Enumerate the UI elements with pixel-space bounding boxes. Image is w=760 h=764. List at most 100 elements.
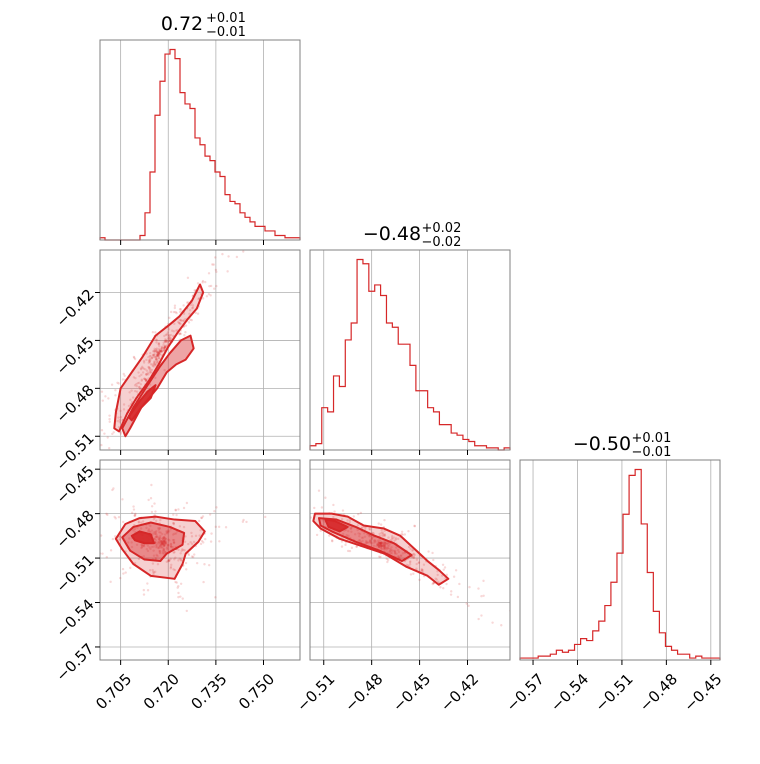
scatter-point [167, 544, 170, 547]
scatter-point [163, 544, 166, 547]
contour-level-1 [312, 512, 450, 586]
scatter-point [477, 587, 480, 590]
scatter-point [407, 529, 410, 533]
scatter-point [184, 331, 187, 334]
scatter-point [154, 331, 157, 334]
scatter-point [156, 541, 160, 544]
scatter-point [289, 515, 291, 517]
scatter-point [382, 543, 385, 546]
x-tick-label: 0.705 [92, 670, 135, 713]
scatter-point [91, 540, 93, 542]
scatter-point [161, 537, 164, 540]
scatter-point [152, 354, 155, 357]
scatter-point [345, 533, 348, 537]
y-tick-label: −0.45 [52, 333, 97, 378]
scatter-point [442, 587, 445, 590]
scatter-point [214, 525, 218, 529]
contour-level-3 [324, 518, 349, 533]
scatter-point [122, 572, 125, 575]
scatter-point [177, 320, 180, 324]
scatter-point [101, 552, 104, 555]
scatter-point [396, 548, 400, 552]
scatter-point [157, 542, 160, 545]
scatter-point [179, 310, 182, 314]
scatter-point [166, 339, 169, 343]
scatter-point [153, 363, 156, 366]
scatter-point [436, 573, 439, 577]
scatter-point [205, 295, 209, 298]
scatter-point [155, 546, 158, 549]
scatter-point [147, 498, 150, 502]
scatter-point [178, 333, 181, 336]
scatter-point [188, 308, 192, 312]
scatter-point [161, 550, 164, 553]
scatter-point [159, 546, 163, 549]
scatter-point [191, 306, 195, 309]
scatter-point [127, 404, 131, 408]
scatter-point [137, 385, 141, 389]
scatter-point [378, 541, 381, 545]
scatter-point [200, 516, 203, 519]
scatter-point [361, 539, 364, 543]
scatter-point [412, 572, 415, 575]
scatter-point [152, 570, 155, 573]
scatter-point [372, 544, 376, 548]
scatter-point [157, 347, 161, 351]
scatter-point [154, 349, 157, 353]
scatter-point [152, 549, 155, 552]
scatter-point [119, 409, 122, 413]
scatter-point [161, 538, 165, 541]
scatter-point [160, 541, 163, 544]
scatter-point [374, 539, 377, 543]
scatter-point [184, 317, 187, 321]
scatter-point [132, 505, 135, 508]
scatter-point [378, 544, 382, 547]
scatter-point [359, 511, 363, 515]
scatter-point [159, 518, 162, 522]
title-lower-error: −0.02 [422, 235, 462, 250]
scatter-point [149, 351, 152, 355]
scatter-point [363, 535, 367, 538]
contour-level-2 [121, 334, 195, 438]
scatter-point [178, 525, 182, 528]
scatter-point [209, 294, 212, 297]
scatter-point [164, 333, 168, 337]
scatter-point [112, 487, 115, 490]
scatter-point [384, 547, 387, 550]
scatter-point [164, 540, 167, 544]
scatter-point [388, 550, 392, 553]
scatter-point [158, 345, 161, 348]
scatter-point [152, 545, 155, 548]
scatter-point [182, 319, 185, 322]
scatter-point [355, 545, 358, 548]
scatter-point [189, 318, 192, 321]
scatter-point [382, 543, 385, 546]
scatter-point [422, 563, 426, 566]
scatter-point [340, 517, 344, 521]
scatter-point [140, 546, 144, 549]
scatter-point [280, 494, 282, 496]
scatter-point [165, 547, 168, 550]
scatter-point [291, 503, 293, 505]
scatter-point [163, 536, 166, 540]
scatter-point [128, 537, 131, 540]
scatter-point [149, 368, 152, 372]
scatter-point [149, 354, 152, 358]
scatter-point [386, 546, 389, 550]
scatter-point [209, 540, 213, 543]
scatter-point [154, 510, 157, 513]
scatter-point [377, 544, 381, 548]
scatter-point [108, 417, 111, 421]
scatter-point [163, 368, 166, 372]
scatter-point [450, 590, 453, 593]
scatter-point [172, 330, 176, 333]
scatter-point [152, 361, 156, 365]
scatter-point [178, 322, 181, 325]
scatter-point [166, 337, 170, 340]
scatter-point [211, 263, 214, 266]
scatter-point [160, 545, 164, 549]
panel-frame [309, 459, 511, 661]
scatter-point [380, 544, 383, 548]
scatter-point [215, 270, 218, 274]
scatter-point [168, 336, 172, 339]
